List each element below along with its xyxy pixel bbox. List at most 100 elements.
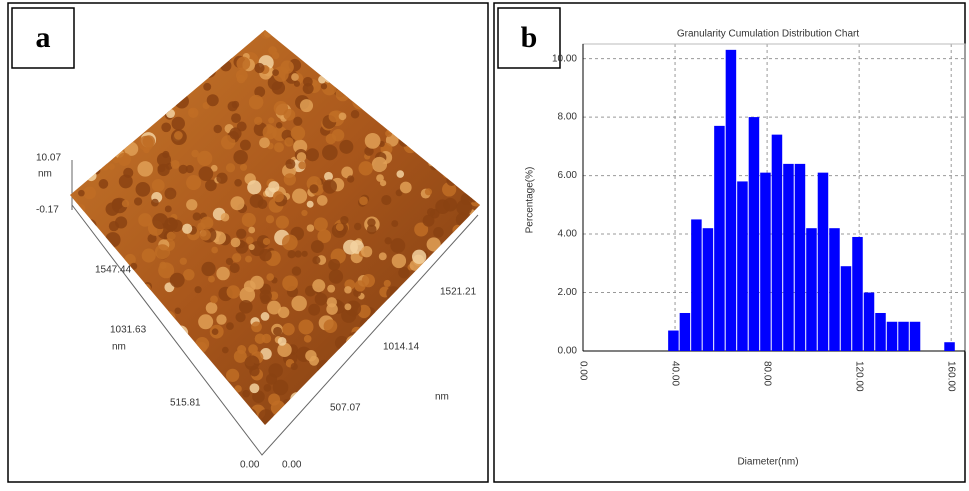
afm-grain [216,37,226,47]
afm-grain [153,88,162,96]
afm-grain [312,256,321,265]
afm-grain [467,229,477,240]
afm-grain [437,47,453,63]
afm-grain [195,337,210,352]
afm-grain [80,142,97,159]
afm-grain [161,122,172,133]
afm-grain [130,262,138,270]
afm-grain [328,110,341,123]
afm-grain [97,139,112,154]
afm-grain [465,256,476,267]
afm-grain [208,275,215,283]
afm-grain [395,77,405,87]
afm-grain [73,55,81,63]
afm-grain [271,51,280,60]
afm-grain [460,193,473,206]
afm-grain [290,392,304,406]
afm-grain [186,175,202,191]
afm-grain [188,107,199,118]
afm-grain [420,390,429,399]
afm-grain [190,411,200,421]
afm-grain [474,111,480,122]
afm-grain [272,69,279,76]
afm-grain [186,75,194,83]
afm-axis-label: nm [112,342,126,353]
afm-grain [87,30,95,35]
afm-grain [394,314,410,330]
afm-grain [442,170,451,178]
afm-grain [459,360,467,368]
afm-grain [220,60,232,72]
afm-grain [343,345,355,357]
afm-grain [262,237,271,246]
afm-grain [316,195,328,206]
afm-grain [337,30,349,37]
afm-grain [317,229,332,243]
afm-grain [252,390,265,403]
afm-grain [197,387,206,396]
afm-grain [231,113,241,124]
panel-label: b [521,21,538,54]
afm-grain [393,317,400,324]
afm-grain [272,191,284,203]
afm-grain [164,205,172,213]
afm-grain [106,406,121,421]
afm-grain [245,255,253,263]
afm-grain [143,345,158,360]
afm-grain [249,193,264,208]
y-tick-label: 6.00 [558,170,578,181]
afm-grain [161,310,176,326]
afm-grain [312,279,326,293]
afm-grain [322,144,338,161]
afm-grain [306,200,314,208]
afm-grain [238,300,253,314]
afm-grain [308,303,321,316]
afm-grain [450,262,464,276]
afm-grain [263,383,272,392]
afm-grain [123,167,134,178]
afm-grain [403,317,415,330]
afm-grain [424,188,433,196]
afm-grain [70,373,80,388]
afm-grain [143,406,152,415]
afm-grain [438,342,445,350]
afm-grain [339,139,354,154]
afm-grain [402,87,419,104]
afm-grain [239,163,248,171]
afm-grain [81,248,90,257]
afm-grain [101,402,117,418]
afm-grain [306,224,315,232]
afm-grain [435,146,448,159]
afm-grain [366,89,375,97]
afm-grain [336,38,350,52]
afm-grain [212,403,223,414]
afm-grain [290,362,298,371]
afm-grain [170,160,180,169]
afm-grain [343,239,358,255]
x-axis-label: Diameter(nm) [737,457,798,468]
afm-grain [164,352,181,369]
afm-grain [292,34,302,45]
afm-grain [196,353,206,363]
afm-grain [229,127,242,140]
afm-grain [456,325,464,333]
afm-grain [262,125,277,140]
afm-grain [461,55,476,70]
afm-grain [127,366,138,378]
afm-grain [130,84,141,94]
afm-grain [259,137,270,149]
bar [852,236,863,351]
afm-grain [455,212,470,227]
afm-grain [458,320,475,337]
afm-grain [183,268,195,281]
afm-grain [191,42,200,50]
afm-grain [454,30,465,36]
afm-grain [151,198,159,207]
afm-grain [446,175,457,187]
afm-grain [248,243,255,251]
afm-grain [288,406,300,419]
afm-grain [73,91,84,102]
afm-grain [348,331,363,347]
afm-grain [205,179,217,192]
afm-grain [355,32,363,40]
